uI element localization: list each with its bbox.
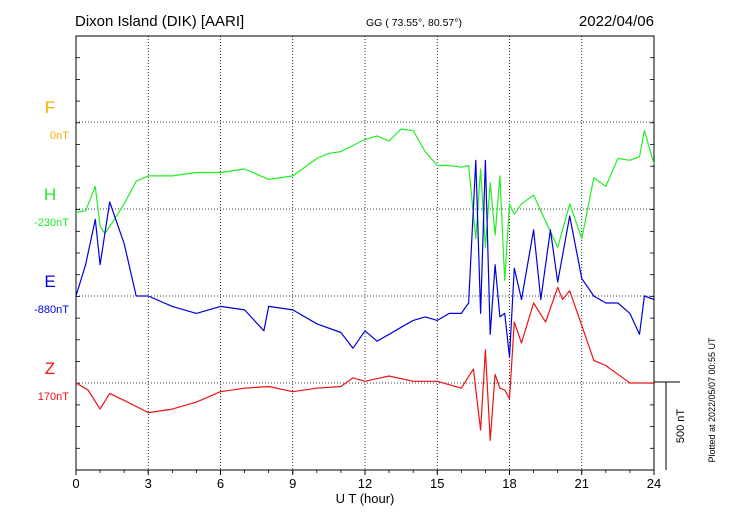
series-baseline-label-f: 0nT bbox=[50, 130, 69, 142]
x-tick-label: 3 bbox=[145, 476, 152, 491]
series-baseline-label-e: -880nT bbox=[34, 304, 69, 316]
series-name-h: H bbox=[44, 185, 56, 204]
x-tick-label: 0 bbox=[72, 476, 79, 491]
series-baseline-label-h: -230nT bbox=[34, 217, 69, 229]
x-tick-label: 12 bbox=[358, 476, 372, 491]
date-label: 2022/04/06 bbox=[579, 13, 654, 30]
series-name-e: E bbox=[44, 272, 55, 291]
series-lines bbox=[75, 128, 655, 441]
x-tick-label: 18 bbox=[502, 476, 516, 491]
series-line-e bbox=[75, 159, 655, 358]
axis-ticks: 0 3 6 9 12 15 18 21 24 bbox=[72, 35, 661, 491]
x-tick-label: 9 bbox=[289, 476, 296, 491]
station-title: Dixon Island (DIK) [AARI] bbox=[75, 13, 244, 30]
x-tick-label: 6 bbox=[217, 476, 224, 491]
plotted-timestamp: Plotted at 2022/05/07 00:55 UT bbox=[707, 337, 717, 463]
x-tick-label: 21 bbox=[575, 476, 589, 491]
series-labels: F 0nT H -230nT E -880nT Z 170nT bbox=[34, 98, 69, 403]
x-tick-label: 15 bbox=[430, 476, 444, 491]
x-tick-label: 24 bbox=[647, 476, 661, 491]
coordinates-label: GG ( 73.55°, 80.57°) bbox=[366, 17, 462, 29]
grid-lines bbox=[76, 36, 654, 470]
series-name-z: Z bbox=[45, 359, 55, 378]
series-line-z bbox=[75, 286, 654, 441]
series-baseline-label-z: 170nT bbox=[38, 391, 69, 403]
series-line-h bbox=[75, 128, 655, 281]
x-axis-label: U T (hour) bbox=[336, 491, 395, 506]
scale-bar: 500 nT bbox=[654, 381, 687, 470]
scale-bar-label: 500 nT bbox=[675, 409, 687, 444]
series-name-f: F bbox=[45, 98, 55, 117]
